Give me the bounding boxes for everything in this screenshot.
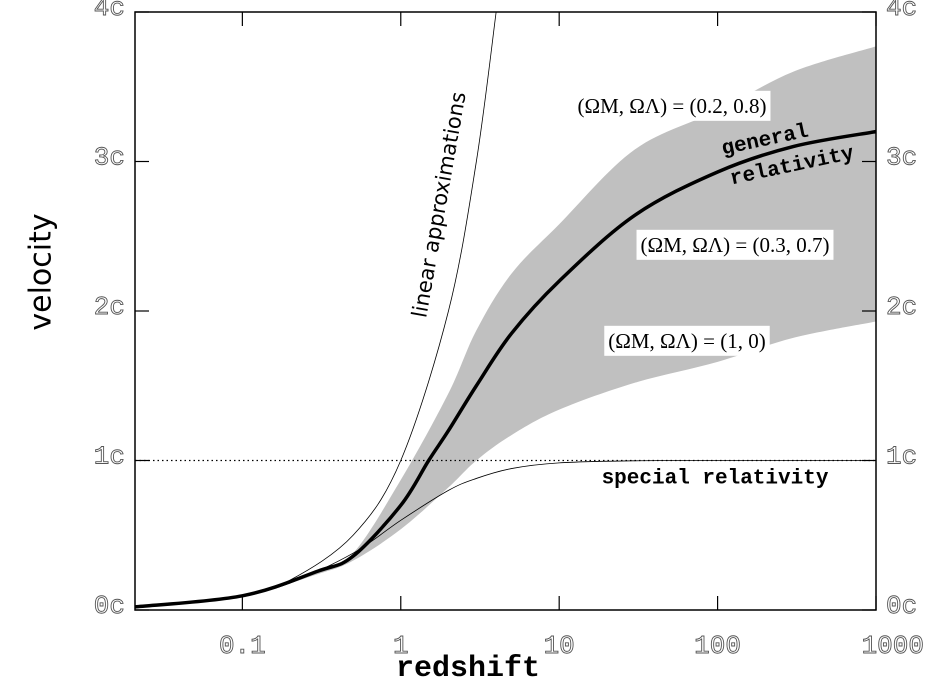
y2-tick-label: 0c	[886, 591, 917, 621]
x-tick-label: 1	[393, 631, 409, 661]
annotation-box	[573, 90, 771, 121]
annotation-box	[636, 229, 834, 260]
y2-tick-label: 3c	[886, 142, 917, 172]
y-axis-label: velocity	[24, 213, 59, 330]
y2-tick-label: 2c	[886, 292, 917, 322]
line	[135, 460, 876, 608]
annotation: special relativity	[602, 468, 829, 491]
y2-tick-label: 4c	[886, 0, 917, 23]
annotation-box	[604, 325, 770, 356]
y-tick-label: 0c	[94, 591, 125, 621]
band	[135, 46, 876, 607]
x-tick-label: 0.1	[219, 631, 266, 661]
annotation: (ΩM, ΩΛ) = (0.3, 0.7)	[641, 233, 830, 257]
annotation: linear approximations	[407, 90, 470, 319]
y-tick-label: 3c	[94, 142, 125, 172]
x-axis-label: redshift	[396, 652, 540, 684]
y-tick-label: 2c	[94, 292, 125, 322]
x-tick-label: 10	[544, 631, 575, 661]
plot	[135, 12, 876, 609]
y-tick-label: 1c	[94, 441, 125, 471]
y2-tick-label: 1c	[886, 441, 917, 471]
x-tick-label: 1000	[862, 631, 924, 661]
annotation: (ΩM, ΩΛ) = (1, 0)	[608, 329, 765, 353]
y-tick-label: 4c	[94, 0, 125, 23]
line	[135, 12, 497, 608]
x-tick-label: 100	[694, 631, 741, 661]
annotation: (ΩM, ΩΛ) = (0.2, 0.8)	[578, 94, 767, 118]
